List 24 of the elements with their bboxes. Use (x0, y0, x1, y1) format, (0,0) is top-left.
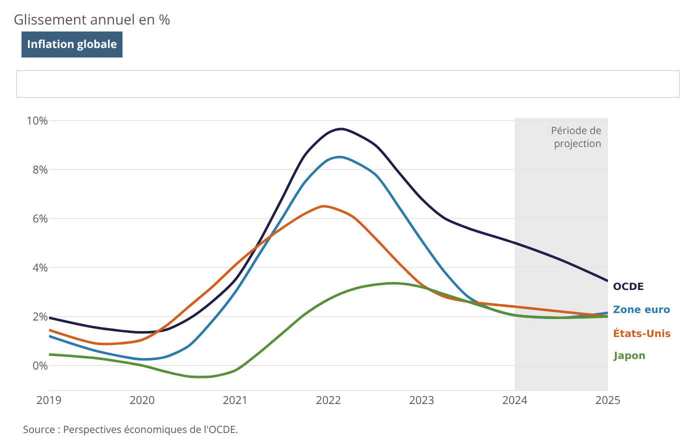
line-series (49, 204, 608, 346)
y-tick-label: 6% (32, 211, 48, 226)
x-tick-label: 2020 (130, 393, 155, 408)
source-note: Source : Perspectives économiques de l'OCDE. (23, 422, 238, 436)
y-tick-label: 2% (32, 309, 48, 324)
y-tick-label: 0% (32, 358, 48, 374)
line-series (49, 128, 608, 334)
x-tick-label: 2024 (502, 393, 528, 408)
x-tick-label: 2019 (36, 393, 62, 408)
y-tick-label: 4% (32, 260, 48, 276)
line-series (49, 282, 608, 378)
band-label: Période de projection (551, 123, 602, 150)
x-tick-label: 2022 (316, 393, 342, 408)
y-tick-label: 10% (26, 113, 48, 128)
series-label: OCDE (613, 282, 644, 293)
series-label: États-Unis (613, 327, 671, 340)
x-tick-label: 2025 (595, 393, 621, 408)
y-tick-label: 8% (32, 162, 48, 178)
text: Japon (613, 351, 646, 362)
series-label: Zone euro (613, 305, 670, 316)
x-tick-label: 2021 (222, 393, 248, 408)
x-tick-label: 2023 (409, 393, 434, 408)
text: Inflation globale (27, 37, 118, 52)
chart-title: Glissement annuel en % (14, 10, 170, 30)
